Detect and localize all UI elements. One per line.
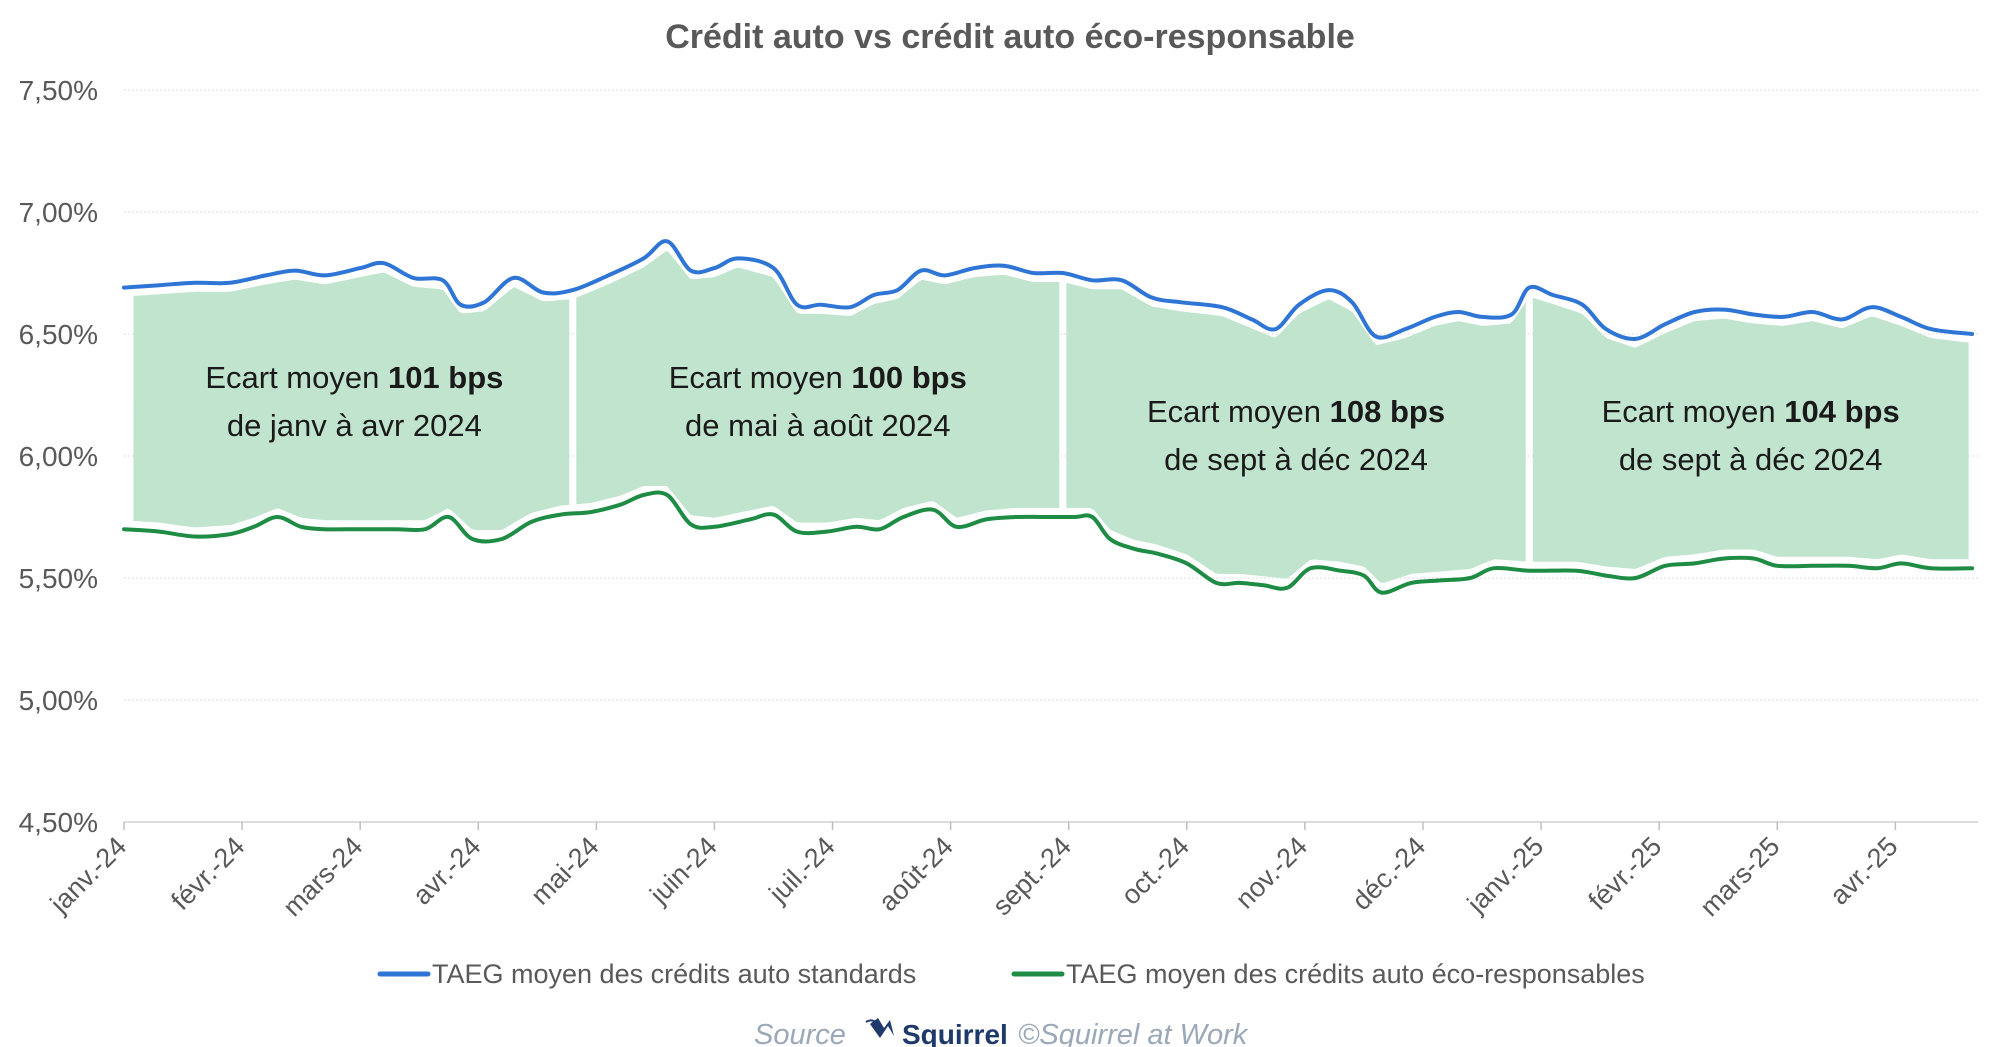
annotation-period: de janv à avr 2024 bbox=[227, 408, 482, 443]
spread-area-segment bbox=[576, 250, 1060, 523]
y-tick-label: 5,00% bbox=[19, 685, 98, 716]
annotation-title: Ecart moyen 101 bps bbox=[205, 360, 503, 395]
spread-area-segment bbox=[1532, 297, 1969, 569]
y-tick-label: 6,50% bbox=[19, 319, 98, 350]
annotation-value: 108 bps bbox=[1330, 394, 1445, 429]
x-tick-label: juil.-24 bbox=[763, 831, 841, 909]
x-axis-layer: janv.-24 févr.-24 mars-24 avr.-24 mai-24 juin… bbox=[44, 821, 1978, 922]
legend-label: TAEG moyen des crédits auto éco-responsa… bbox=[1066, 959, 1645, 989]
chart-title: Crédit auto vs crédit auto éco-responsab… bbox=[665, 18, 1355, 56]
series-line-layer bbox=[122, 239, 1975, 595]
x-tick-label: sept.-24 bbox=[987, 831, 1077, 921]
annotation-value: 101 bps bbox=[388, 360, 503, 395]
spread-area-segment bbox=[1066, 282, 1526, 583]
annotation-title: Ecart moyen 100 bps bbox=[669, 360, 967, 395]
y-tick-label: 7,50% bbox=[19, 75, 98, 106]
legend-item: TAEG moyen des crédits auto standards bbox=[377, 959, 916, 989]
annotation-prefix: Ecart moyen bbox=[1602, 394, 1785, 429]
annotation-value: 104 bps bbox=[1784, 394, 1899, 429]
annotation-title: Ecart moyen 104 bps bbox=[1602, 394, 1900, 429]
y-tick-label: 4,50% bbox=[19, 807, 98, 838]
x-tick-label: oct.-24 bbox=[1115, 831, 1195, 911]
grid-layer: 4,50% 5,00% 5,50% 6,00% 6,50% 7,00% 7,50% bbox=[19, 75, 1978, 838]
annotation-prefix: Ecart moyen bbox=[205, 360, 388, 395]
series-line-eco bbox=[122, 490, 1975, 595]
annotation-layer: Ecart moyen 101 bps de janv à avr 2024 Eca… bbox=[205, 360, 1899, 477]
x-tick-label: juin-24 bbox=[643, 831, 722, 910]
annotation-title: Ecart moyen 108 bps bbox=[1147, 394, 1445, 429]
logo-text: Squirrel bbox=[902, 1019, 1008, 1047]
x-tick-label: août-24 bbox=[873, 831, 959, 917]
spread-area-segment bbox=[133, 272, 570, 530]
annotation-period: de sept à déc 2024 bbox=[1164, 442, 1428, 477]
annotation-prefix: Ecart moyen bbox=[669, 360, 852, 395]
spread-area-layer bbox=[133, 250, 1969, 583]
x-tick-label: févr.-24 bbox=[165, 831, 250, 916]
annotation-period: de mai à août 2024 bbox=[685, 408, 950, 443]
y-tick-label: 5,50% bbox=[19, 563, 98, 594]
annotation-period: de sept à déc 2024 bbox=[1619, 442, 1883, 477]
legend-label: TAEG moyen des crédits auto standards bbox=[432, 959, 916, 989]
y-tick-label: 6,00% bbox=[19, 441, 98, 472]
source-copyright: ©Squirrel at Work bbox=[1018, 1019, 1249, 1047]
x-tick-label: mars-24 bbox=[277, 831, 368, 922]
source-label: Source bbox=[754, 1019, 846, 1047]
x-tick-label: nov.-24 bbox=[1230, 831, 1313, 914]
x-tick-label: janv.-25 bbox=[1461, 831, 1549, 919]
squirrel-logo-icon bbox=[865, 1018, 894, 1038]
x-tick-label: mai-24 bbox=[525, 831, 605, 911]
x-tick-label: janv.-24 bbox=[44, 831, 132, 919]
series-line-standard bbox=[122, 239, 1975, 341]
x-tick-label: avr.-25 bbox=[1824, 831, 1904, 911]
annotation-prefix: Ecart moyen bbox=[1147, 394, 1330, 429]
y-tick-label: 7,00% bbox=[19, 197, 98, 228]
x-tick-label: févr.-25 bbox=[1583, 831, 1668, 916]
legend-item: TAEG moyen des crédits auto éco-responsa… bbox=[1011, 959, 1645, 989]
legend: TAEG moyen des crédits auto standards TAE… bbox=[377, 959, 1645, 989]
x-tick-label: déc.-24 bbox=[1346, 831, 1431, 916]
source-footer: Source Squirrel ©Squirrel at Work bbox=[754, 1018, 1249, 1047]
x-tick-label: avr.-24 bbox=[407, 831, 487, 911]
x-tick-label: mars-25 bbox=[1694, 831, 1785, 922]
annotation-value: 100 bps bbox=[851, 360, 966, 395]
